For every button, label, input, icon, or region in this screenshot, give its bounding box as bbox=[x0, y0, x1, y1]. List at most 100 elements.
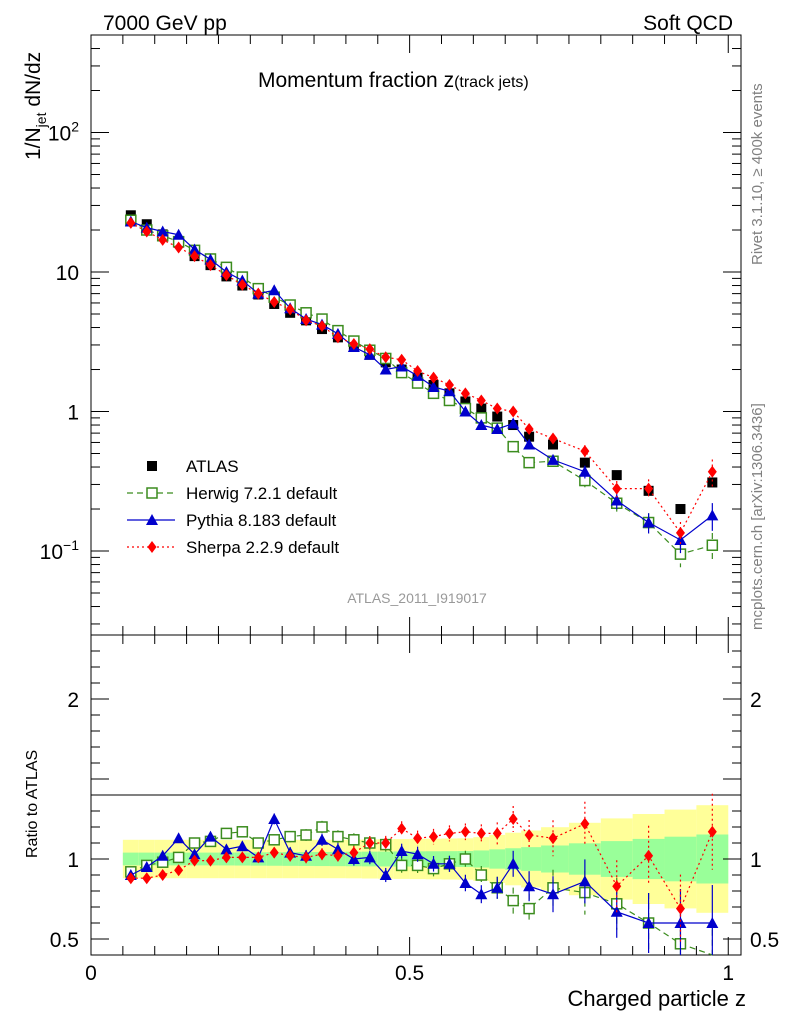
ratio-data-point bbox=[411, 859, 424, 872]
ratio-data-point bbox=[172, 832, 185, 844]
ratio-data-point bbox=[158, 869, 168, 881]
ratio-band-stat bbox=[377, 851, 394, 867]
main-data-point bbox=[365, 343, 375, 356]
ratio-data-point bbox=[331, 843, 344, 855]
ratio-data-point bbox=[644, 849, 654, 862]
main-data-point bbox=[460, 396, 471, 407]
ratio-data-point bbox=[508, 813, 518, 825]
ratio-data-point bbox=[236, 840, 249, 852]
legend-label: Pythia 8.183 default bbox=[186, 511, 337, 530]
main-data-point bbox=[379, 363, 392, 375]
main-data-point bbox=[476, 394, 486, 407]
ratio-data-point bbox=[268, 813, 281, 824]
main-data-point bbox=[443, 394, 456, 407]
main-data-point bbox=[507, 417, 520, 429]
ratio-band-stat bbox=[489, 849, 506, 869]
ratio-data-point bbox=[269, 846, 279, 859]
ratio-data-point bbox=[379, 869, 392, 880]
ratio-data-point bbox=[491, 881, 504, 893]
ratio-data-point bbox=[316, 821, 328, 833]
main-data-point bbox=[579, 457, 590, 468]
ratio-data-point bbox=[188, 837, 201, 849]
ratio-data-point bbox=[459, 853, 472, 865]
main-data-point bbox=[706, 539, 719, 551]
main-data-point bbox=[507, 440, 519, 453]
ratio-data-point bbox=[363, 851, 376, 863]
ratio-data-point bbox=[443, 857, 456, 869]
legend-label: Sherpa 2.2.9 default bbox=[186, 538, 339, 557]
main-data-point bbox=[142, 225, 152, 238]
ratio-data-point bbox=[674, 917, 687, 928]
ratio-data-point bbox=[333, 849, 343, 862]
ratio-panel: Ratio to ATLAS Charged particle z 0.5 0.5… bbox=[24, 634, 779, 1011]
x-axis-label: Charged particle z bbox=[567, 986, 746, 1011]
ratio-data-point bbox=[301, 851, 311, 864]
rivet-label: Rivet 3.1.10, ≥ 400k events bbox=[749, 83, 766, 265]
main-data-point bbox=[524, 422, 534, 435]
main-series-line bbox=[130, 222, 713, 534]
ratio-data-point bbox=[236, 826, 249, 838]
main-data-point bbox=[221, 269, 231, 282]
ratio-y-tick-label: 2 bbox=[750, 689, 762, 712]
ratio-data-point bbox=[507, 857, 520, 869]
ratio-data-point bbox=[190, 854, 200, 867]
main-y-axis-label: 1/Njet dN/dz bbox=[22, 52, 49, 160]
ratio-data-point bbox=[459, 877, 472, 888]
ratio-data-point bbox=[237, 851, 247, 864]
main-data-point bbox=[508, 405, 518, 418]
ratio-data-point bbox=[507, 894, 519, 907]
energy-label: 7000 GeV pp bbox=[103, 12, 227, 35]
ratio-data-point bbox=[476, 827, 486, 840]
ratio-data-point bbox=[349, 846, 359, 859]
main-data-point bbox=[237, 278, 247, 291]
main-data-point bbox=[612, 482, 622, 495]
ratio-data-point bbox=[252, 837, 265, 849]
ratio-data-point bbox=[126, 872, 136, 885]
x-tick-label: 0 bbox=[85, 962, 97, 985]
ratio-data-point bbox=[524, 829, 534, 841]
main-data-point bbox=[301, 314, 311, 327]
ratio-data-point bbox=[580, 817, 590, 830]
main-data-point bbox=[578, 465, 591, 477]
ratio-data-point bbox=[429, 830, 439, 843]
ratio-data-point bbox=[220, 843, 233, 855]
ratio-data-point bbox=[706, 917, 719, 928]
main-data-point bbox=[674, 533, 687, 545]
ratio-data-point bbox=[460, 825, 470, 838]
ratio-data-point bbox=[205, 854, 215, 867]
main-data-point bbox=[268, 284, 281, 296]
main-data-point bbox=[174, 241, 184, 254]
ratio-data-point bbox=[707, 825, 717, 838]
ratio-data-point bbox=[578, 875, 591, 887]
ratio-data-point bbox=[316, 833, 329, 845]
main-data-point bbox=[644, 482, 654, 495]
ratio-data-point bbox=[612, 880, 622, 893]
main-data-point bbox=[349, 337, 359, 350]
main-y-tick-label: 1 bbox=[67, 402, 79, 425]
main-y-tick-label: 10 bbox=[56, 262, 79, 285]
ratio-data-point bbox=[221, 851, 231, 864]
process-label: Soft QCD bbox=[643, 12, 733, 35]
main-data-point bbox=[413, 365, 423, 378]
main-data-point bbox=[156, 225, 169, 237]
main-data-point bbox=[317, 320, 327, 333]
ratio-data-point bbox=[548, 832, 558, 845]
ratio-data-point bbox=[142, 872, 152, 885]
ratio-data-point bbox=[220, 827, 233, 840]
ratio-data-point bbox=[174, 864, 184, 877]
ratio-data-point bbox=[284, 830, 296, 843]
main-data-point bbox=[492, 411, 503, 422]
main-chart-title: Momentum fraction z(track jets) bbox=[258, 69, 529, 92]
main-y-tick-label: 10−1 bbox=[40, 537, 80, 564]
ratio-data-point bbox=[332, 830, 344, 843]
ratio-data-point bbox=[492, 827, 502, 840]
main-data-point bbox=[476, 403, 487, 414]
main-data-point bbox=[707, 477, 718, 488]
ratio-data-point bbox=[523, 902, 535, 915]
ratio-data-point bbox=[253, 851, 263, 864]
ratio-data-point bbox=[140, 861, 153, 872]
main-data-point bbox=[429, 371, 439, 384]
main-data-point bbox=[580, 445, 590, 458]
main-data-point bbox=[126, 216, 136, 229]
